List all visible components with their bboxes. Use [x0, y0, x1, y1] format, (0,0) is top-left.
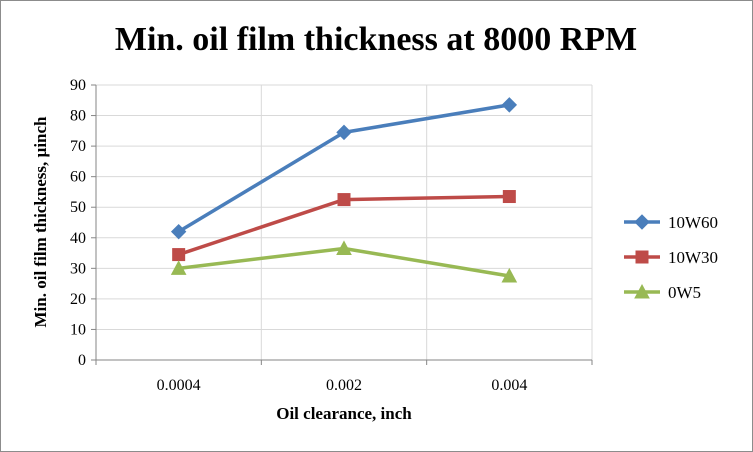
- y-axis-title: Min. oil film thickness, µinch: [31, 116, 50, 328]
- y-tick-label: 60: [70, 169, 86, 186]
- legend-label-10w30: 10W30: [668, 248, 718, 267]
- legend-label-0w5: 0W5: [668, 283, 701, 302]
- y-tick-label: 40: [70, 230, 86, 247]
- legend-marker-10w30: [635, 250, 649, 264]
- data-point-10w60: [501, 97, 518, 113]
- x-axis-title: Oil clearance, inch: [276, 404, 412, 423]
- data-point-10w60: [170, 223, 187, 240]
- chart-title: Min. oil film thickness at 8000 RPM: [115, 21, 637, 58]
- data-point-0w5: [336, 240, 352, 255]
- y-tick-label: 50: [70, 199, 86, 216]
- data-point-0w5: [501, 267, 518, 283]
- y-tick-label: 80: [70, 108, 86, 125]
- x-tick-label: 0.002: [326, 377, 362, 394]
- plot-area: 0 10 20 30 40 50 60 70 80 90 0.0004 0.002 0.004: [70, 77, 593, 394]
- data-point-10w30: [502, 190, 516, 204]
- y-tick-label: 70: [70, 138, 86, 155]
- legend-marker-10w60: [634, 214, 650, 230]
- data-point-10w60: [336, 124, 352, 141]
- y-tick-label: 10: [70, 321, 86, 338]
- legend-marker-0w5: [634, 283, 650, 299]
- legend: 10W60 10W30 0W5: [624, 213, 718, 302]
- data-point-10w30: [172, 248, 186, 262]
- data-point-10w30: [337, 193, 351, 207]
- x-tick-label: 0.0004: [157, 377, 201, 394]
- x-tick-label: 0.004: [491, 377, 527, 394]
- data-point-0w5: [170, 260, 187, 275]
- legend-label-10w60: 10W60: [668, 213, 718, 232]
- y-tick-label: 90: [70, 77, 86, 94]
- y-tick-label: 20: [70, 291, 86, 308]
- y-tick-label: 30: [70, 260, 86, 277]
- y-tick-label: 0: [78, 352, 86, 369]
